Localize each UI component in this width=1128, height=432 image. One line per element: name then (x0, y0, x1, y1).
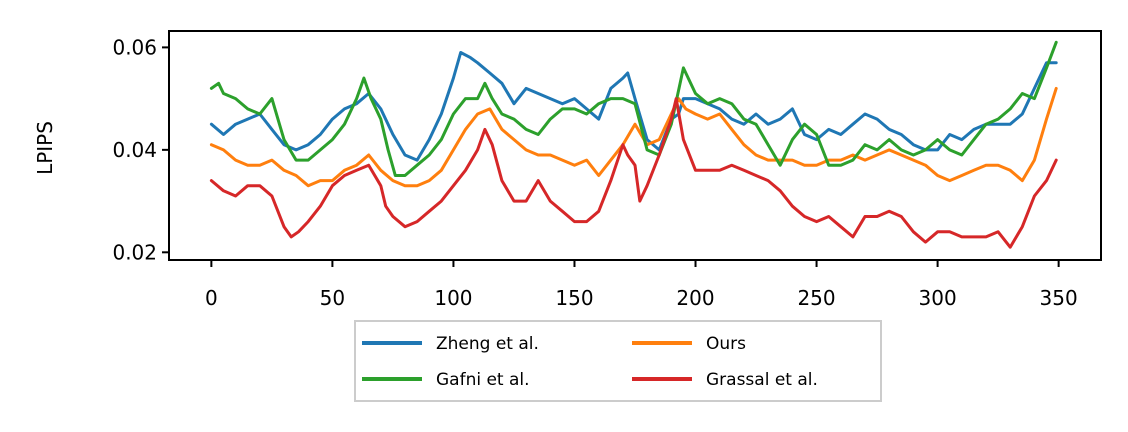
y-axis-label: LPIPS (33, 121, 57, 175)
x-tick-label: 150 (555, 286, 593, 310)
y-tick-label: 0.04 (112, 138, 157, 162)
y-tick-label: 0.02 (112, 240, 157, 264)
x-tick-label: 50 (320, 286, 345, 310)
series-line-grassal-et-al (209, 97, 1058, 249)
plot-series (209, 40, 1058, 249)
series-line-zheng-et-al (209, 51, 1058, 162)
legend-label-gafni-et-al: Gafni et al. (436, 370, 530, 390)
legend-label-ours: Ours (706, 334, 746, 354)
x-tick-label: 300 (919, 286, 957, 310)
x-tick-label: 100 (434, 286, 472, 310)
x-tick-label: 350 (1040, 286, 1078, 310)
x-tick-label: 0 (205, 286, 218, 310)
axes-frame (168, 30, 1102, 261)
x-axis-ticks: 0 50 100 150 200 250 300 350 (205, 260, 1078, 310)
legend-label-grassal-et-al: Grassal et al. (706, 370, 818, 390)
y-tick-label: 0.06 (112, 35, 157, 59)
series-line-ours (209, 86, 1058, 188)
x-tick-label: 200 (676, 286, 714, 310)
legend: Zheng et al. Ours Gafni et al. Grassal et a… (354, 320, 882, 402)
legend-frame (354, 320, 882, 402)
legend-label-zheng-et-al: Zheng et al. (436, 334, 539, 354)
y-axis-ticks: 0.02 0.04 0.06 (112, 35, 169, 264)
series-line-gafni-et-al (209, 40, 1058, 177)
x-tick-label: 250 (797, 286, 835, 310)
